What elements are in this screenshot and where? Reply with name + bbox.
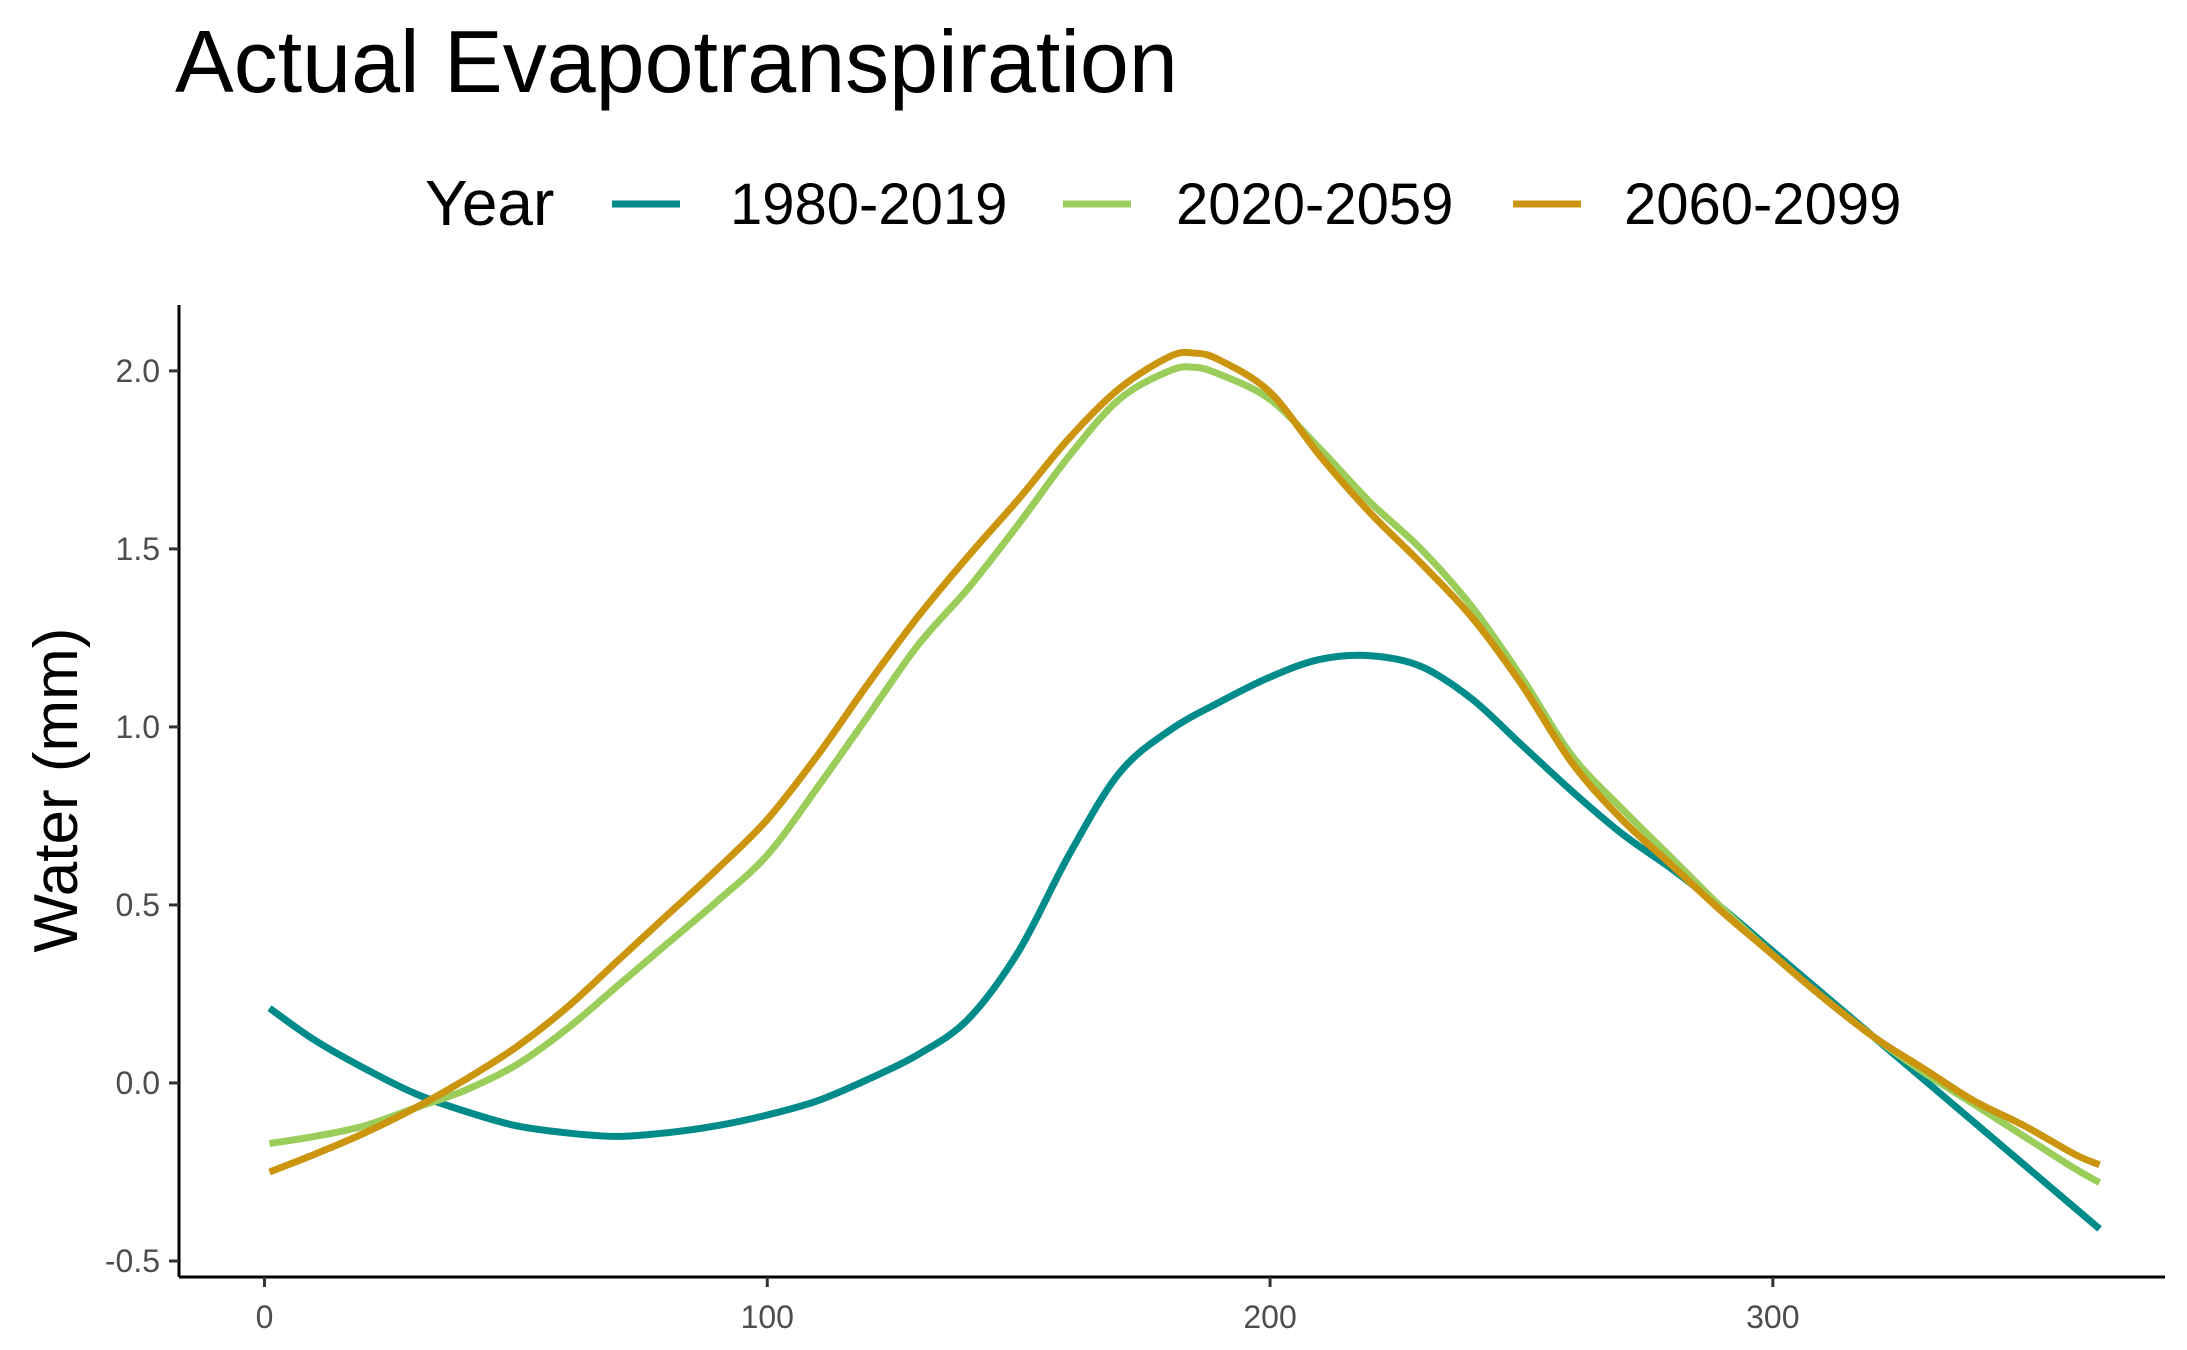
legend-label: 2060-2099 — [1624, 172, 1901, 237]
x-tick-label: 0 — [256, 1299, 274, 1335]
y-tick-label: 1.0 — [116, 709, 160, 745]
axes — [177, 305, 2165, 1279]
series-lines — [267, 348, 2102, 1232]
x-tick-label: 200 — [1243, 1299, 1296, 1335]
chart-title: Actual Evapotranspiration — [175, 12, 1178, 111]
series-line-1980-2019 — [267, 651, 2102, 1232]
y-tick-label: 0.5 — [116, 887, 160, 923]
legend-label: 2020-2059 — [1176, 172, 1453, 237]
y-tick-label: 1.5 — [116, 531, 160, 567]
series-line-2060-2099 — [268, 348, 2101, 1176]
legend-label: 1980-2019 — [730, 172, 1007, 237]
y-tick-label: 2.0 — [116, 353, 160, 389]
x-ticks: 0 100 200 300 — [256, 1277, 1800, 1335]
y-tick-label: -0.5 — [105, 1243, 160, 1279]
y-ticks: -0.5 0.0 0.5 1.0 1.5 2.0 — [105, 353, 179, 1279]
legend: 1980-2019 2020-2059 2060-2099 — [612, 172, 1901, 237]
series-line-2020-2059 — [268, 363, 2102, 1186]
y-axis-title: Water (mm) — [22, 628, 91, 953]
y-tick-label: 0.0 — [116, 1065, 160, 1101]
x-tick-label: 100 — [741, 1299, 794, 1335]
x-tick-label: 300 — [1746, 1299, 1799, 1335]
legend-title: Year — [425, 167, 554, 239]
